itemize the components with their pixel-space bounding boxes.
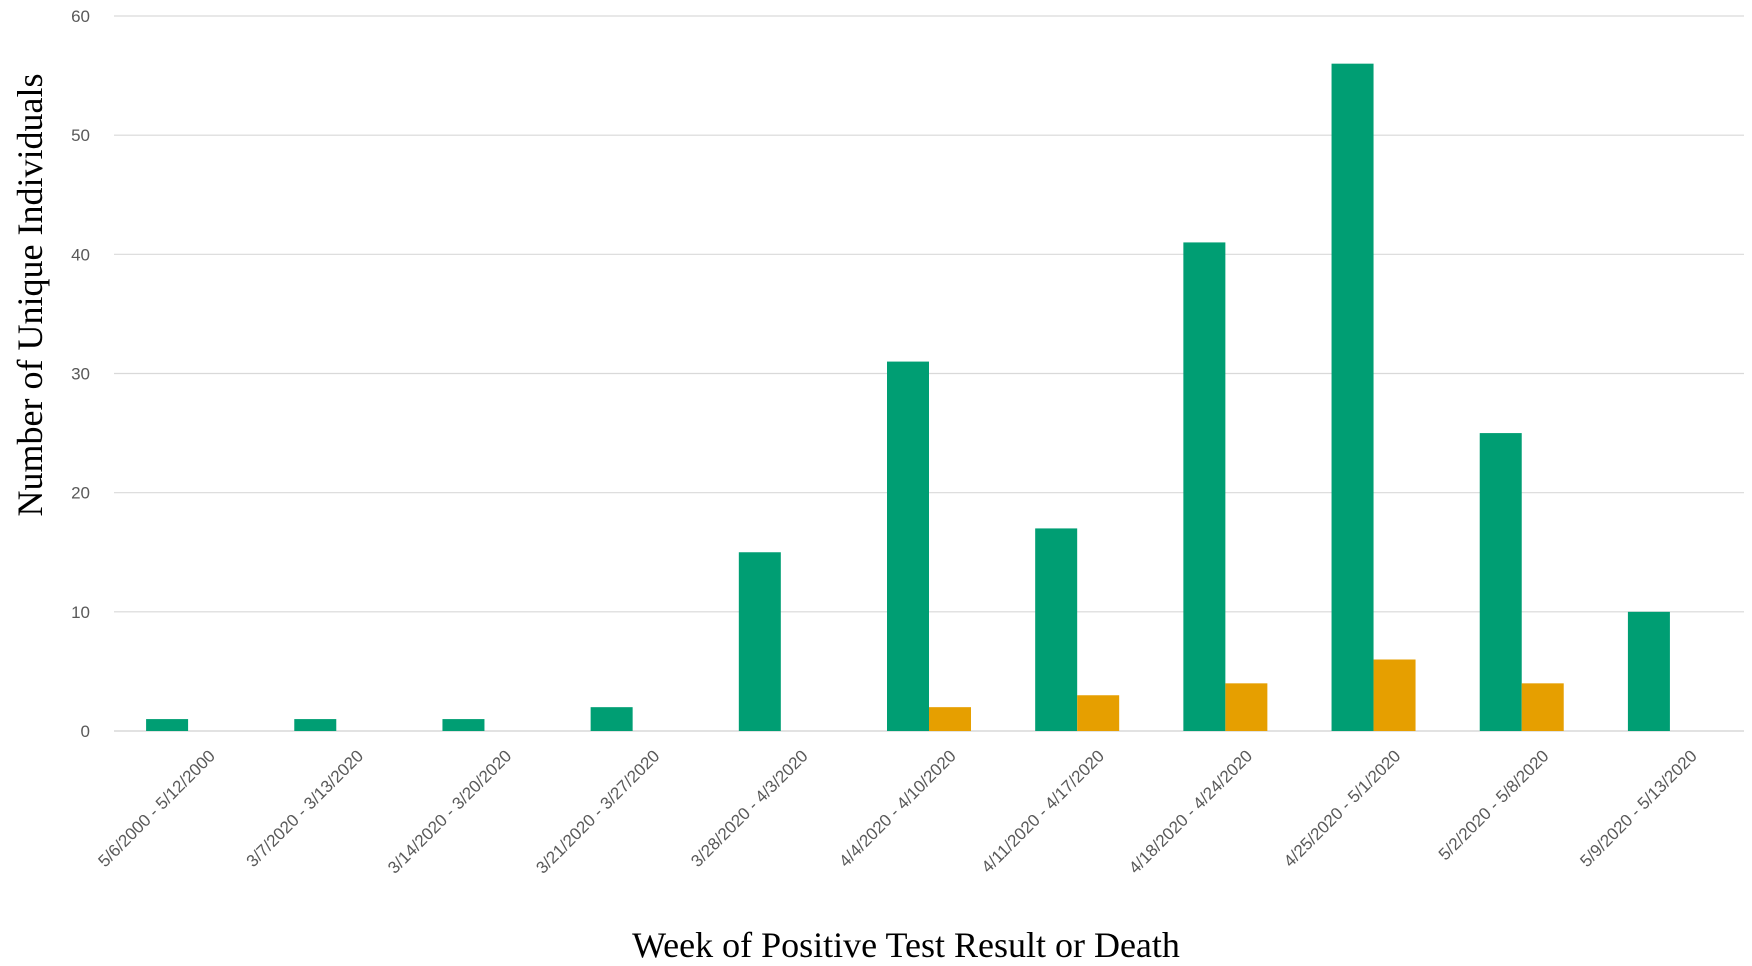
- bar-series-2: [1373, 659, 1416, 731]
- x-tick-label: 4/25/2020 - 5/1/2020: [1280, 746, 1404, 870]
- x-tick-label: 4/18/2020 - 4/24/2020: [1125, 746, 1256, 877]
- bar-series-1: [1479, 433, 1522, 731]
- bar-series-1: [590, 707, 633, 731]
- x-tick-label: 5/9/2020 - 5/13/2020: [1576, 746, 1700, 870]
- bar-series-2: [1521, 683, 1564, 731]
- x-tick-label: 3/21/2020 - 3/27/2020: [532, 746, 663, 877]
- y-tick-label: 40: [71, 245, 90, 264]
- bar-series-2: [929, 707, 971, 731]
- y-tick-label: 10: [71, 603, 90, 622]
- bar-series-1: [1035, 528, 1078, 731]
- y-tick-label: 20: [71, 484, 90, 503]
- gridlines: [114, 15, 1744, 732]
- y-tick-label: 0: [81, 722, 90, 741]
- bar-series-2: [1225, 683, 1268, 731]
- x-axis-ticks: 5/6/2000 - 5/12/2000 3/7/2020 - 3/13/2020…: [95, 746, 1701, 877]
- y-tick-label: 30: [71, 365, 90, 384]
- bar-series-1: [1331, 63, 1374, 731]
- bar-series-1: [442, 719, 485, 731]
- bar-series-1: [738, 552, 781, 731]
- y-tick-label: 50: [71, 126, 90, 145]
- x-tick-label: 3/7/2020 - 3/13/2020: [243, 746, 367, 870]
- bars: [146, 63, 1670, 731]
- x-tick-label: 3/14/2020 - 3/20/2020: [384, 746, 515, 877]
- bar-series-1: [887, 361, 929, 731]
- x-axis-title: Week of Positive Test Result or Death: [632, 925, 1180, 965]
- bar-series-1: [1627, 611, 1670, 731]
- x-tick-label: 4/11/2020 - 4/17/2020: [978, 746, 1108, 876]
- bar-series-1: [1183, 242, 1226, 731]
- x-tick-label: 5/2/2020 - 5/8/2020: [1435, 746, 1553, 864]
- x-tick-label: 4/4/2020 - 4/10/2020: [835, 746, 959, 870]
- bar-series-1: [294, 719, 337, 731]
- y-tick-label: 60: [71, 7, 90, 26]
- y-axis-title: Number of Unique Individuals: [10, 74, 50, 517]
- bar-series-2: [1077, 695, 1120, 731]
- x-tick-label: 5/6/2000 - 5/12/2000: [95, 746, 219, 870]
- y-axis-ticks: 0 10 20 30 40 50 60: [71, 7, 90, 741]
- x-tick-label: 3/28/2020 - 4/3/2020: [687, 746, 811, 870]
- bar-series-1: [146, 719, 189, 731]
